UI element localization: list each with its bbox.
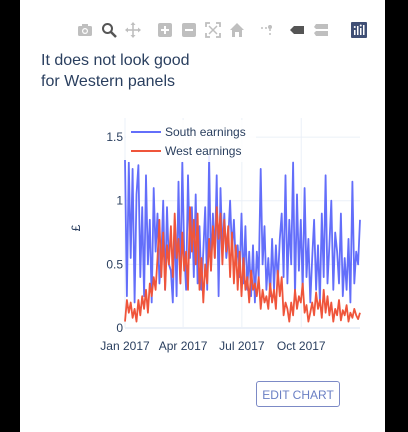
y-tick-label: 0.5 <box>106 257 123 271</box>
hover-compare-icon[interactable] <box>312 21 330 39</box>
plotly-logo-icon[interactable] <box>350 21 368 39</box>
home-icon[interactable] <box>228 21 246 39</box>
autoscale-icon[interactable] <box>204 21 222 39</box>
x-tick-label: Oct 2017 <box>277 339 326 353</box>
zoom-in-icon[interactable] <box>156 21 174 39</box>
y-tick-label: 0 <box>116 321 123 335</box>
spike-lines-icon[interactable] <box>258 21 276 39</box>
hover-closest-icon[interactable] <box>288 21 306 39</box>
chart-title-line-1: It does not look good <box>41 52 190 69</box>
chart-title-line-2: for Western panels <box>41 73 175 90</box>
edit-chart-button[interactable]: EDIT CHART <box>256 381 340 407</box>
legend-label: South earnings <box>165 125 246 139</box>
y-tick-label: 1.5 <box>106 130 123 144</box>
pan-icon[interactable] <box>124 21 142 39</box>
legend-box <box>126 120 256 162</box>
modebar <box>76 19 368 41</box>
x-tick-label: Apr 2017 <box>159 339 208 353</box>
legend-label: West earnings <box>165 144 241 158</box>
zoom-icon[interactable] <box>100 21 118 39</box>
zoom-out-icon[interactable] <box>180 21 198 39</box>
y-tick-label: 1 <box>116 194 123 208</box>
series-line-west <box>124 206 361 323</box>
chart-title: It does not look good for Western panels <box>41 50 301 92</box>
x-tick-label: Jan 2017 <box>100 339 150 353</box>
y-axis-label: £ <box>69 224 83 231</box>
x-tick-label: Jul 2017 <box>219 339 265 353</box>
camera-icon[interactable] <box>76 21 94 39</box>
